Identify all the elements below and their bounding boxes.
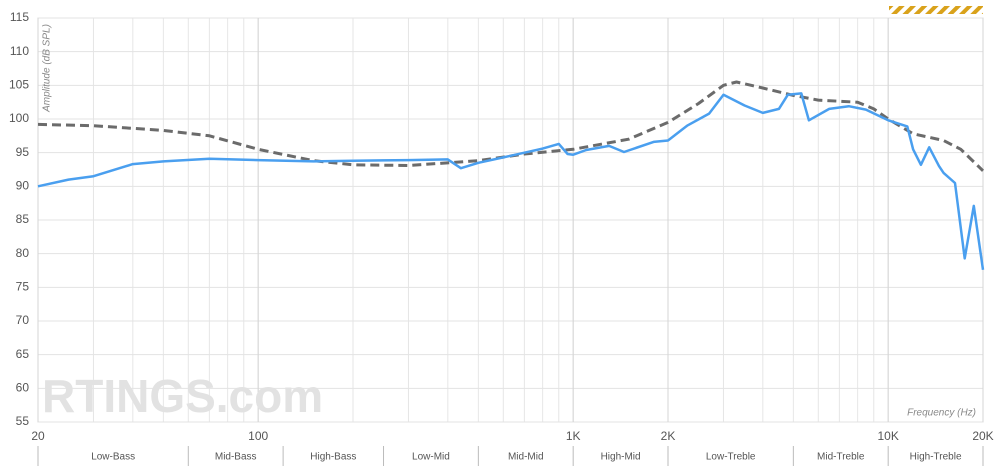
band-label: High-Mid [601, 452, 641, 463]
y-tick-label: 60 [16, 381, 30, 395]
band-label: Low-Mid [412, 452, 450, 463]
y-tick-label: 85 [16, 212, 30, 226]
band-label: Mid-Treble [817, 452, 865, 463]
response-line [37, 92, 985, 270]
hatched-indicator [889, 6, 983, 14]
band-label: Low-Treble [706, 452, 756, 463]
x-tick-label: 20 [31, 429, 45, 443]
x-tick-label: 20K [972, 429, 993, 443]
y-tick-label: 95 [16, 145, 30, 159]
band-label: Mid-Mid [508, 452, 544, 463]
y-tick-label: 80 [16, 246, 30, 260]
y-axis-label: Amplitude (dB SPL) [42, 24, 53, 113]
grid [37, 17, 984, 423]
y-tick-label: 55 [16, 414, 30, 428]
y-tick-label: 110 [10, 44, 29, 58]
band-label: Low-Bass [91, 452, 135, 463]
x-tick-label: 1K [566, 429, 581, 443]
y-tick-label: 100 [9, 111, 29, 125]
target-line [37, 80, 985, 172]
band-label: High-Treble [910, 452, 962, 463]
y-tick-label: 105 [9, 78, 29, 92]
x-tick-label: 10K [877, 429, 898, 443]
band-label: High-Bass [310, 452, 356, 463]
y-tick-label: 70 [16, 313, 30, 327]
band-label: Mid-Bass [215, 452, 257, 463]
y-tick-label: 90 [16, 179, 30, 193]
y-tick-label: 115 [10, 10, 29, 24]
y-tick-label: 75 [16, 280, 30, 294]
x-tick-label: 2K [661, 429, 676, 443]
watermark: RTINGS.com [42, 370, 323, 422]
x-tick-label: 100 [248, 429, 268, 443]
y-tick-label: 65 [16, 347, 30, 361]
x-axis-label: Frequency (Hz) [907, 408, 976, 419]
